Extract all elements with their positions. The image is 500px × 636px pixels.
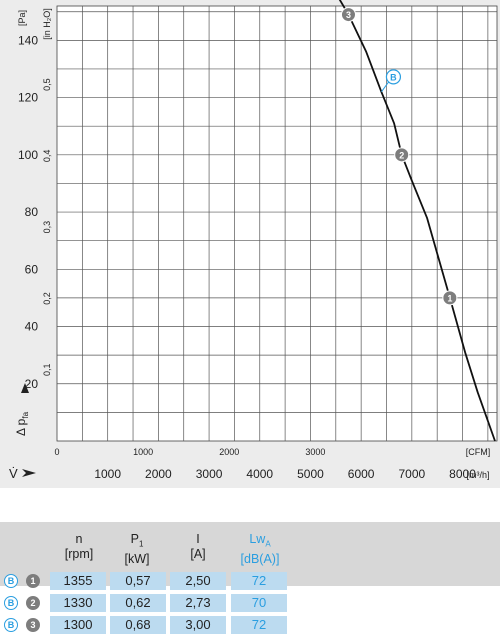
- variant-b-label: B: [390, 72, 397, 82]
- operating-point-marker: [394, 147, 410, 163]
- header-i: I [A]: [190, 532, 206, 561]
- cell-n: 1330: [50, 594, 106, 612]
- x-tick-label-cfm: 1000: [133, 447, 153, 457]
- y-unit-inh2o: [in H₂O]: [42, 8, 52, 40]
- variant-b-icon: B: [4, 596, 18, 610]
- operating-point-label: 2: [399, 150, 404, 160]
- variant-b-icon: B: [4, 574, 18, 588]
- x-tick-label-m3h: 6000: [348, 467, 375, 481]
- fan-curve: [338, 0, 496, 442]
- variant-b-icon: B: [4, 618, 18, 632]
- operating-point-label: 3: [346, 10, 351, 20]
- cell-lwa: 70: [231, 594, 287, 612]
- y-tick-label-pa: 60: [25, 262, 39, 276]
- table-row: B 3 1300 0,68 3,00 72: [0, 616, 500, 636]
- header-lwa: LwA [dB(A)]: [240, 532, 280, 566]
- variant-b-marker: [385, 69, 402, 85]
- operating-point-label: 1: [447, 293, 452, 303]
- y-tick-label-inh2o: 0,4: [42, 150, 52, 163]
- y-tick-label-inh2o: 0,1: [42, 363, 52, 376]
- operating-point-icon: 3: [26, 618, 40, 632]
- operating-points-table: n [rpm] P1 [kW] I [A] LwA [dB(A)] B 1 1355 0…: [0, 522, 500, 635]
- cell-p1: 0,62: [110, 594, 166, 612]
- y-tick-label-pa: 80: [25, 205, 39, 219]
- y-axis-symbol-subscript: fa: [21, 411, 30, 418]
- cell-p1: 0,68: [110, 616, 166, 634]
- y-axis-symbol: Δ pfa: [14, 411, 30, 436]
- operating-point-marker: [442, 290, 458, 306]
- y-unit-pa: [Pa]: [17, 10, 27, 26]
- x-axis-symbol: V̇: [9, 466, 18, 481]
- x-unit-m3h: [m³/h]: [466, 470, 489, 480]
- y-tick-label-inh2o: 0,2: [42, 292, 52, 305]
- cell-lwa: 72: [231, 572, 287, 590]
- y-tick-label-pa: 140: [18, 33, 38, 47]
- annotation-leader: [381, 80, 390, 93]
- fan-performance-chart: 20 40 60 80 100 120 140 0,1 0,2 0,3 0,4 0,5 [Pa] [in …: [0, 0, 500, 488]
- x-tick-label-m3h: 5000: [297, 467, 324, 481]
- cell-p1: 0,57: [110, 572, 166, 590]
- table-row: B 2 1330 0,62 2,73 70: [0, 594, 500, 614]
- cell-i: 2,50: [170, 572, 226, 590]
- y-axis-arrow-icon: [21, 383, 29, 393]
- header-n: n [rpm]: [64, 532, 94, 561]
- x-tick-label-cfm: 2000: [219, 447, 239, 457]
- table-row: B 1 1355 0,57 2,50 72: [0, 572, 500, 592]
- operating-point-icon: 1: [26, 574, 40, 588]
- x-unit-cfm: [CFM]: [466, 447, 491, 457]
- plot-area: [56, 5, 498, 442]
- operating-point-icon: 2: [26, 596, 40, 610]
- cell-n: 1355: [50, 572, 106, 590]
- x-tick-label-m3h: 8000: [449, 467, 476, 481]
- x-tick-label-m3h: 4000: [246, 467, 273, 481]
- x-tick-label-m3h: 3000: [196, 467, 223, 481]
- operating-point-marker: [340, 7, 356, 23]
- x-tick-label-m3h: 1000: [94, 467, 121, 481]
- x-tick-label-cfm: 0: [54, 447, 59, 457]
- x-tick-label-m3h: 7000: [398, 467, 425, 481]
- cell-n: 1300: [50, 616, 106, 634]
- x-axis-arrow-icon: [22, 469, 36, 477]
- y-tick-label-inh2o: 0,5: [42, 78, 52, 91]
- x-tick-label-cfm: 3000: [305, 447, 325, 457]
- cell-i: 3,00: [170, 616, 226, 634]
- y-tick-label-pa: 40: [25, 320, 39, 334]
- cell-i: 2,73: [170, 594, 226, 612]
- x-tick-label-m3h: 2000: [145, 467, 172, 481]
- cell-lwa: 72: [231, 616, 287, 634]
- y-tick-label-pa: 20: [25, 377, 39, 391]
- y-tick-label-inh2o: 0,3: [42, 221, 52, 234]
- header-p1: P1 [kW]: [124, 532, 150, 566]
- y-tick-label-pa: 120: [18, 91, 38, 105]
- y-tick-label-pa: 100: [18, 148, 38, 162]
